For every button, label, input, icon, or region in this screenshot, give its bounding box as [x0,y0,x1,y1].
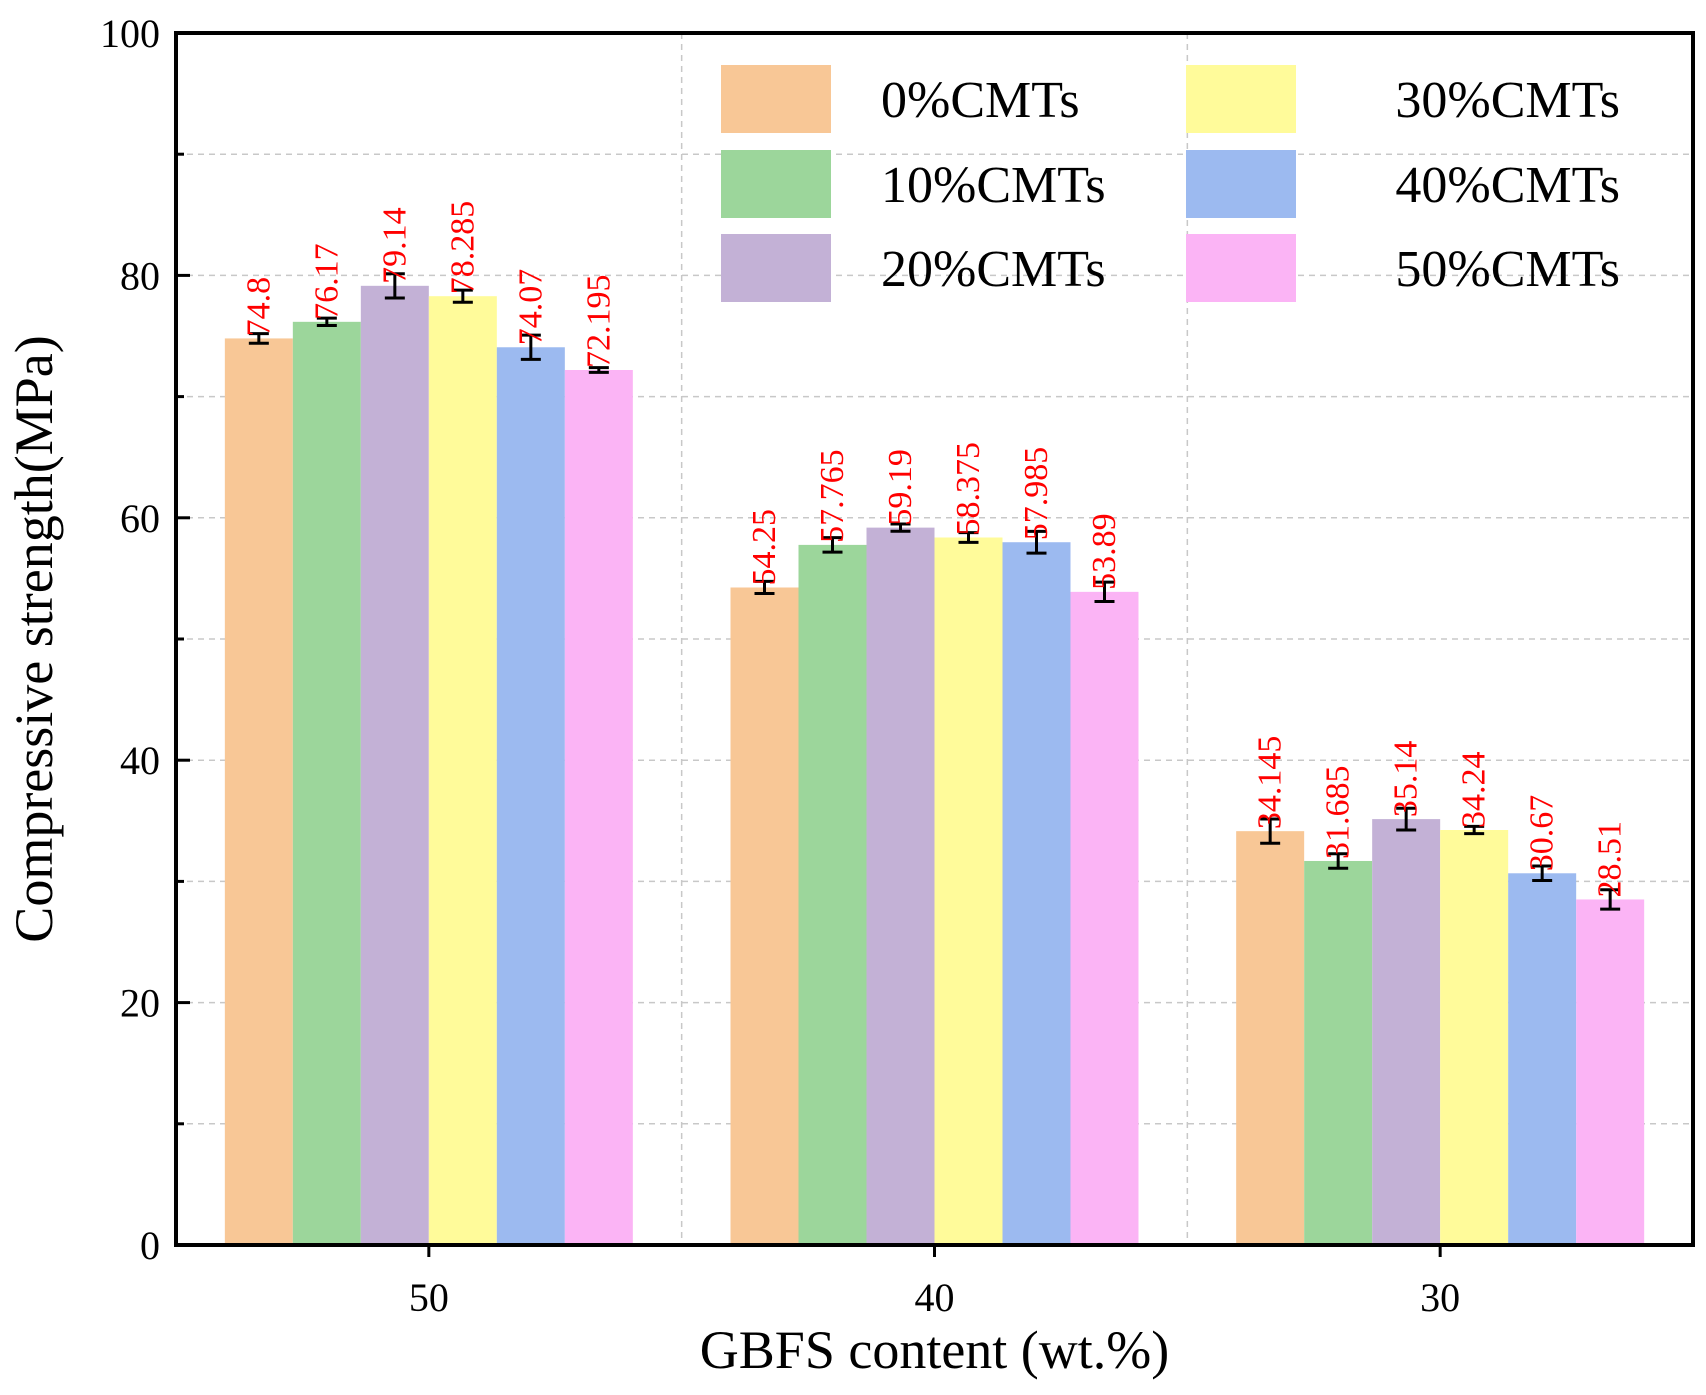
data-label: 74.8 [240,277,277,337]
data-label: 35.14 [1388,741,1425,818]
bar [292,321,361,1246]
legend-item: 30%CMTs [1186,65,1620,133]
y-tick-label: 40 [120,738,160,783]
bars [224,285,1645,1246]
legend-label: 30%CMTs [1395,72,1620,129]
legend-label: 0%CMTs [881,72,1080,129]
bar [1440,830,1509,1245]
x-tick-label: 30 [1420,1275,1460,1320]
bar [1372,819,1441,1245]
data-labels: 74.8 76.17 79.14 78.285 74.07 72.195 54.25 57.7… [240,201,1628,898]
bar [1236,831,1305,1245]
data-label: 31.685 [1320,765,1357,859]
error-bars [248,272,1621,911]
data-label: 58.375 [950,442,987,536]
legend-swatch [721,234,831,302]
bar [1576,899,1645,1245]
data-label: 28.51 [1592,821,1629,898]
legend-item: 50%CMTs [1186,234,1620,302]
data-label: 53.89 [1086,513,1123,590]
legend-label: 20%CMTs [881,241,1106,298]
x-tick-label: 50 [409,1275,449,1320]
y-tick-label: 20 [120,981,160,1026]
legend-swatch [721,150,831,218]
data-label: 30.67 [1524,795,1561,872]
legend: 0%CMTs 10%CMTs 20%CMTs 30%CMTs 40%CMTs 50%CMT… [721,65,1620,302]
data-label: 74.07 [512,269,549,346]
legend-item: 40%CMTs [1186,150,1620,218]
data-label: 57.985 [1018,447,1055,541]
data-label: 76.17 [308,243,345,320]
bar [866,527,935,1245]
bar [934,537,1003,1245]
bar [1070,591,1139,1245]
legend-item: 10%CMTs [721,150,1106,218]
y-tick-label: 80 [120,253,160,298]
legend-item: 20%CMTs [721,234,1106,302]
data-label: 72.195 [580,274,617,368]
data-label: 34.24 [1456,752,1493,829]
data-label: 34.145 [1252,736,1289,830]
bar [1304,860,1373,1245]
bar [730,587,799,1245]
legend-swatch [1186,150,1296,218]
bar [496,347,565,1245]
legend-label: 40%CMTs [1395,157,1620,214]
legend-swatch [1186,234,1296,302]
legend-swatch [721,65,831,133]
axis-ticks: 0 20 40 60 80 100 50 40 30 [100,11,1460,1320]
legend-label: 50%CMTs [1395,241,1620,298]
bar [798,544,867,1245]
legend-swatch [1186,65,1296,133]
y-axis-title: Compressive strength(MPa) [4,335,64,942]
x-tick-label: 40 [915,1275,955,1320]
data-label: 54.25 [746,509,783,586]
legend-label: 10%CMTs [881,157,1106,214]
data-label: 59.19 [882,449,919,526]
data-label: 57.765 [814,449,851,543]
data-label: 78.285 [444,201,481,295]
y-tick-label: 0 [140,1223,160,1268]
data-label: 79.14 [376,207,413,284]
bar [564,369,633,1246]
x-axis-title: GBFS content (wt.%) [700,1320,1169,1380]
bar [360,285,429,1245]
bar [1508,873,1577,1245]
bar [428,296,497,1245]
bar [1002,542,1071,1245]
y-tick-label: 100 [100,11,160,56]
legend-item: 0%CMTs [721,65,1080,133]
bar [224,338,293,1245]
y-tick-label: 60 [120,496,160,541]
